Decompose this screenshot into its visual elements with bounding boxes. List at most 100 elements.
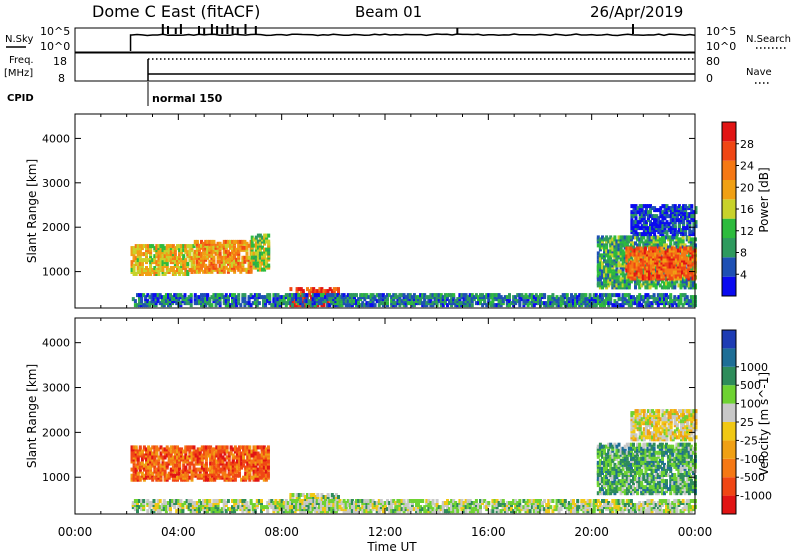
- data-cell: [690, 230, 694, 235]
- data-cell: [670, 252, 674, 257]
- data-cell: [161, 467, 165, 472]
- data-cell: [204, 263, 208, 268]
- data-cell: [596, 295, 600, 300]
- data-cell: [557, 301, 561, 306]
- data-cell: [250, 461, 254, 466]
- data-cell: [233, 477, 237, 482]
- data-cell: [200, 293, 203, 298]
- data-cell: [673, 456, 677, 461]
- data-cell: [303, 299, 307, 304]
- nsky-tick-max: 10^5: [40, 25, 70, 38]
- data-cell: [547, 303, 551, 308]
- data-cell: [253, 301, 257, 306]
- data-cell: [145, 258, 148, 263]
- data-cell: [272, 293, 276, 298]
- data-cell: [363, 293, 367, 298]
- data-cell: [274, 303, 278, 308]
- data-cell: [184, 471, 188, 476]
- data-cell: [619, 469, 623, 473]
- data-cell: [159, 451, 163, 456]
- data-cell: [156, 297, 160, 302]
- data-cell: [646, 230, 650, 235]
- data-cell: [557, 297, 561, 302]
- data-cell: [685, 246, 689, 251]
- data-cell: [193, 239, 197, 244]
- data-cell: [262, 299, 265, 304]
- data-cell: [605, 456, 609, 461]
- data-cell: [136, 262, 140, 266]
- data-cell: [541, 301, 544, 306]
- data-cell: [669, 226, 673, 231]
- data-cell: [617, 487, 621, 492]
- data-cell: [186, 244, 190, 249]
- data-cell: [675, 206, 679, 211]
- data-cell: [601, 273, 604, 278]
- data-cell: [629, 442, 633, 447]
- data-cell: [629, 479, 633, 484]
- data-cell: [607, 279, 611, 284]
- data-cell: [163, 449, 167, 454]
- data-cell: [683, 301, 687, 306]
- data-cell: [415, 295, 418, 300]
- data-cell: [635, 270, 639, 275]
- data-cell: [155, 445, 159, 450]
- data-cell: [673, 241, 677, 246]
- data-cell: [145, 457, 148, 462]
- data-cell: [171, 295, 175, 300]
- data-cell: [532, 299, 536, 304]
- data-cell: [215, 467, 219, 472]
- data-cell: [510, 301, 513, 306]
- data-cell: [211, 465, 215, 470]
- data-cell: [265, 257, 269, 262]
- data-cell: [400, 299, 404, 304]
- data-cell: [322, 297, 325, 302]
- data-cell: [640, 232, 644, 237]
- data-cell: [650, 444, 654, 449]
- data-cell: [153, 246, 157, 251]
- data-cell: [192, 473, 196, 478]
- data-cell: [650, 452, 654, 457]
- data-cell: [220, 293, 224, 298]
- data-cell: [171, 455, 175, 460]
- data-cell: [633, 252, 637, 257]
- data-cell: [617, 275, 621, 280]
- data-cell: [677, 218, 681, 223]
- data-cell: [625, 235, 629, 240]
- data-cell: [225, 445, 229, 450]
- data-cell: [679, 489, 683, 494]
- data-cell: [208, 239, 212, 244]
- data-cell: [650, 268, 653, 273]
- data-cell: [650, 485, 654, 490]
- data-cell: [408, 293, 412, 298]
- data-cell: [652, 276, 656, 281]
- data-cell: [634, 475, 637, 479]
- data-cell: [247, 255, 251, 260]
- data-cell: [258, 445, 262, 450]
- data-cell: [176, 268, 179, 272]
- data-cell: [655, 214, 659, 219]
- data-cell: [625, 487, 629, 492]
- data-cell: [656, 248, 660, 253]
- data-cell: [266, 293, 270, 298]
- data-cell: [260, 459, 264, 464]
- data-cell: [286, 301, 290, 306]
- data-cell: [649, 210, 652, 215]
- data-cell: [570, 293, 573, 298]
- data-cell: [489, 301, 493, 306]
- data-cell: [625, 254, 629, 259]
- data-cell: [619, 235, 623, 240]
- data-cell: [291, 303, 294, 308]
- data-cell: [663, 446, 666, 451]
- nsearch-tick-max: 10^5: [706, 25, 736, 38]
- data-cell: [188, 445, 192, 450]
- data-cell: [215, 475, 219, 480]
- data-cell: [567, 297, 571, 302]
- data-cell: [200, 297, 203, 302]
- data-cell: [249, 303, 253, 308]
- data-cell: [607, 491, 611, 496]
- freq-label-line2: [MHz]: [4, 68, 33, 79]
- data-cell: [217, 445, 221, 450]
- data-cell: [252, 471, 256, 476]
- data-cell: [145, 266, 148, 270]
- data-cell: [207, 473, 210, 478]
